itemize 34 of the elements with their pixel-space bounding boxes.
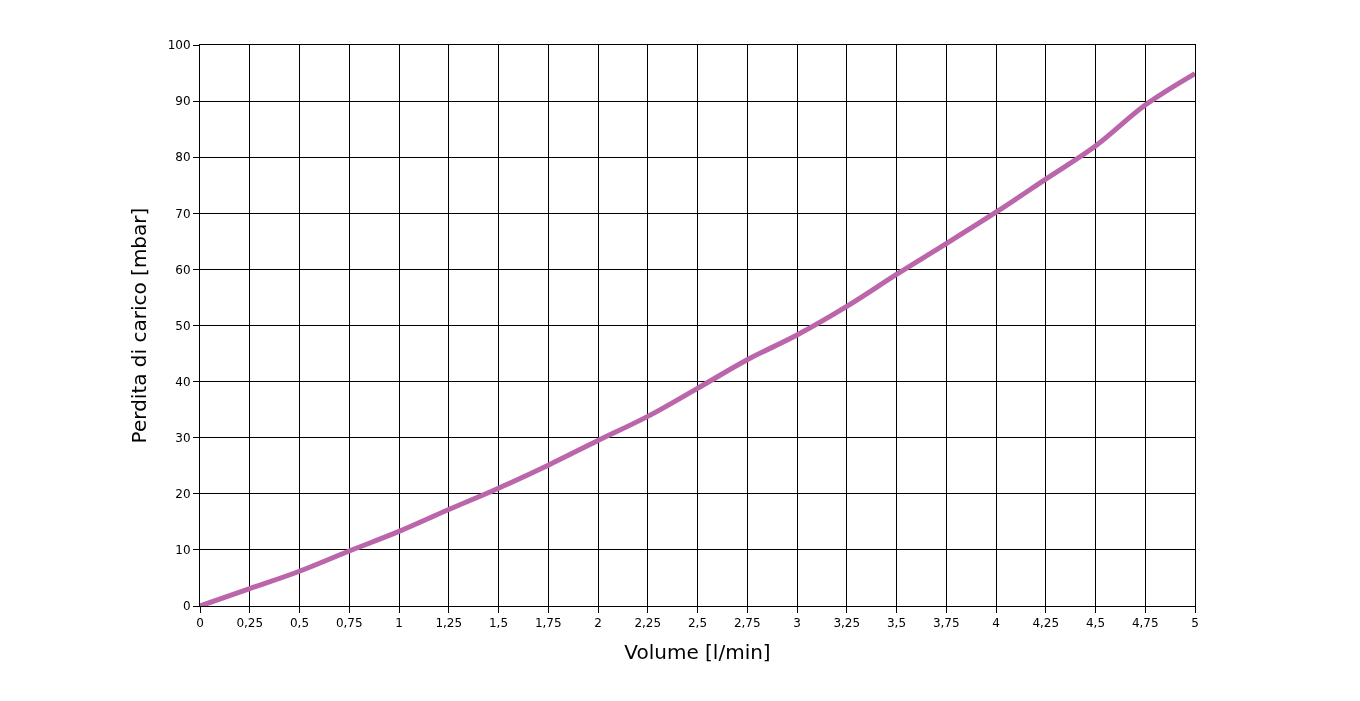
y-tick-label: 60 [175,262,191,277]
x-tick-label: 4,5 [1085,616,1106,631]
x-tick-label: 0,5 [289,616,310,631]
x-tick-label: 1 [395,616,403,631]
x-tick-label: 2,75 [733,616,761,631]
y-axis-title: Perdita di carico [mbar] [127,207,152,444]
x-tick-label: 1,75 [534,616,562,631]
y-tick-label: 40 [175,374,191,389]
y-tick-label: 0 [182,599,191,614]
x-axis-title: Volume [l/min] [624,639,771,664]
x-tick-label: 2,5 [687,616,708,631]
x-tick-label: 4,75 [1131,616,1159,631]
x-tick-label: 4 [992,616,1000,631]
x-tick-label: 3 [793,616,801,631]
y-tick-label: 50 [175,318,191,333]
y-tick-label: 90 [175,94,191,109]
x-tick-label: 5 [1191,616,1199,631]
x-tick-label: 0 [196,616,204,631]
y-tick-label: 100 [167,38,191,53]
x-tick-label: 1,5 [488,616,509,631]
x-tick-label: 0,75 [335,616,363,631]
x-tick-label: 2 [594,616,602,631]
y-tick-label: 10 [175,543,191,558]
x-tick-label: 2,25 [634,616,662,631]
x-tick-label: 3,75 [932,616,960,631]
y-tick-label: 20 [175,487,191,501]
x-tick-label: 0,25 [236,616,264,631]
y-tick-label: 80 [175,150,191,165]
y-tick-label: 70 [175,206,191,221]
x-tick-label: 3,25 [833,616,861,631]
x-tick-label: 1,25 [435,616,463,631]
y-tick-label: 30 [175,430,191,445]
x-tick-label: 4,25 [1032,616,1060,631]
x-tick-label: 3,5 [886,616,907,631]
